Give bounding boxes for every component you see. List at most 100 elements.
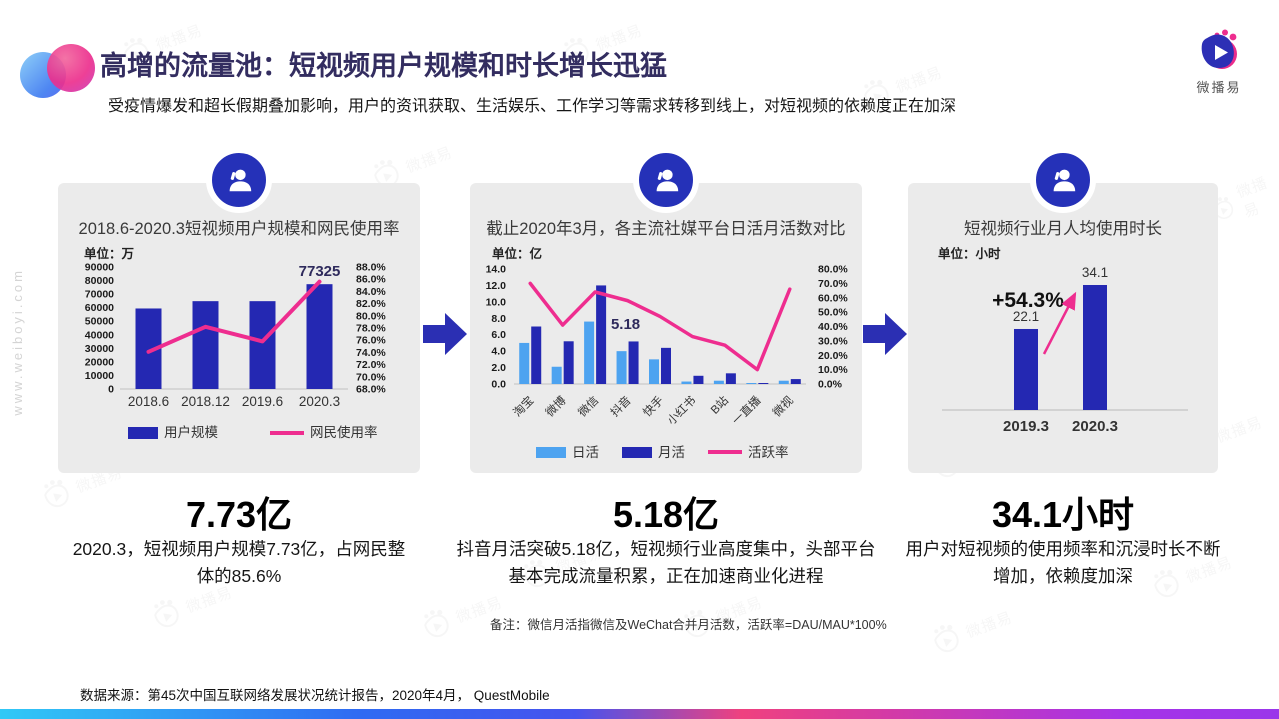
svg-text:8.0: 8.0 — [491, 313, 506, 325]
svg-text:70.0%: 70.0% — [818, 278, 848, 290]
data-source: 数据来源：第45次中国互联网络发展状况统计报告，2020年4月， QuestMo… — [80, 688, 550, 703]
svg-text:小红书: 小红书 — [665, 394, 699, 428]
svg-text:微信: 微信 — [575, 393, 601, 419]
svg-text:用户规模: 用户规模 — [164, 424, 218, 440]
svg-text:B站: B站 — [708, 393, 732, 417]
description-mau: 抖音月活突破5.18亿，短视频行业高度集中，头部平台基本完成流量积累，正在加速商… — [456, 539, 876, 587]
svg-text:5.18: 5.18 — [611, 316, 640, 333]
person-phone-icon — [1053, 169, 1076, 192]
svg-text:88.0%: 88.0% — [356, 262, 386, 274]
big-number-mau: 5.18亿 — [612, 494, 720, 535]
svg-text:微视: 微视 — [770, 393, 797, 420]
svg-text:40000: 40000 — [85, 329, 114, 341]
chart-3-unit: 单位：小时 — [938, 247, 1001, 261]
svg-text:30.0%: 30.0% — [818, 335, 848, 347]
svg-text:30000: 30000 — [85, 343, 114, 355]
panel-2-badge — [633, 147, 699, 213]
svg-text:2018.12: 2018.12 — [181, 394, 230, 409]
svg-text:2018.6: 2018.6 — [128, 394, 169, 409]
svg-text:40.0%: 40.0% — [818, 321, 848, 333]
panel-platform-compare: 截止2020年3月，各主流社媒平台日活月活数对比 单位：亿 14.0 12.0 10… — [470, 147, 862, 473]
description-users: 2020.3，短视频用户规模7.73亿，占网民整体的85.6% — [72, 539, 406, 587]
svg-text:0.0: 0.0 — [491, 379, 506, 391]
svg-text:70000: 70000 — [85, 289, 114, 301]
svg-text:2019.6: 2019.6 — [242, 394, 283, 409]
svg-text:90000: 90000 — [85, 262, 114, 274]
svg-text:抖音: 抖音 — [608, 393, 634, 419]
svg-text:2.0: 2.0 — [491, 362, 506, 374]
svg-text:一直播: 一直播 — [729, 393, 764, 428]
svg-text:12.0: 12.0 — [486, 280, 507, 292]
description-hours: 用户对短视频的使用频率和沉浸时长不断增加，依赖度加深 — [905, 539, 1221, 587]
svg-text:微博: 微博 — [543, 393, 570, 420]
svg-text:22.1: 22.1 — [1013, 309, 1039, 324]
svg-text:快手: 快手 — [640, 393, 666, 419]
svg-text:10.0%: 10.0% — [818, 364, 848, 376]
watermark-logo: 微播易 — [927, 602, 1016, 659]
svg-text:20.0%: 20.0% — [818, 350, 848, 362]
panel-usage-time: 短视频行业月人均使用时长 单位：小时 22.1 2019.3 34.1 2020.3 +… — [908, 147, 1218, 473]
svg-text:10.0: 10.0 — [486, 296, 507, 308]
svg-text:60.0%: 60.0% — [818, 292, 848, 304]
svg-text:0.0%: 0.0% — [818, 379, 843, 391]
svg-text:70.0%: 70.0% — [356, 371, 386, 383]
play-logo-icon — [1201, 29, 1237, 69]
chart-1-unit: 单位：万 — [84, 247, 135, 261]
svg-text:10000: 10000 — [85, 370, 114, 382]
chart-2-unit: 单位：亿 — [492, 247, 543, 261]
weiboyi-circles-logo-icon — [20, 44, 106, 100]
brand-logo: 微播易 — [1176, 28, 1262, 96]
svg-text:日活: 日活 — [572, 445, 599, 460]
svg-text:0: 0 — [108, 384, 114, 396]
svg-text:86.0%: 86.0% — [356, 274, 386, 286]
svg-text:76.0%: 76.0% — [356, 335, 386, 347]
svg-text:月活: 月活 — [658, 445, 685, 460]
chart-1-title: 2018.6-2020.3短视频用户规模和网民使用率 — [78, 220, 400, 238]
svg-text:68.0%: 68.0% — [356, 384, 386, 396]
chart-2-title: 截止2020年3月，各主流社媒平台日活月活数对比 — [486, 220, 846, 238]
chart-user-scale: 90000 80000 70000 60000 50000 40000 30000 20000… — [58, 259, 420, 476]
svg-text:2019.3: 2019.3 — [1003, 418, 1049, 435]
brand-name: 微播易 — [1196, 80, 1242, 95]
svg-text:淘宝: 淘宝 — [510, 393, 536, 419]
footnote: 备注：微信月活指微信及WeChat合并月活数，活跃率=DAU/MAU*100% — [490, 618, 887, 632]
chart-usage-time: 22.1 2019.3 34.1 2020.3 +54.3% — [908, 259, 1218, 464]
bottom-gradient-bar — [0, 709, 1279, 719]
svg-text:2020.3: 2020.3 — [1072, 418, 1118, 435]
svg-text:2020.3: 2020.3 — [299, 394, 340, 409]
svg-text:4.0: 4.0 — [491, 346, 506, 358]
svg-text:74.0%: 74.0% — [356, 347, 386, 359]
svg-text:78.0%: 78.0% — [356, 323, 386, 335]
svg-text:6.0: 6.0 — [491, 329, 506, 341]
panel-1-badge — [206, 147, 272, 213]
svg-text:77325: 77325 — [299, 263, 341, 280]
big-number-users: 7.73亿 — [185, 494, 293, 535]
panel-user-scale: 2018.6-2020.3短视频用户规模和网民使用率 单位：万 90000 800… — [58, 147, 420, 476]
big-number-hours: 34.1小时 — [991, 494, 1135, 535]
arrow-right-icon — [423, 313, 467, 355]
svg-text:34.1: 34.1 — [1082, 265, 1108, 280]
person-phone-icon — [656, 169, 679, 192]
svg-text:14.0: 14.0 — [486, 264, 507, 276]
svg-text:20000: 20000 — [85, 356, 114, 368]
panel-3-badge — [1030, 147, 1096, 213]
svg-text:50000: 50000 — [85, 316, 114, 328]
svg-text:80000: 80000 — [85, 275, 114, 287]
svg-text:60000: 60000 — [85, 302, 114, 314]
svg-text:网民使用率: 网民使用率 — [310, 424, 378, 440]
svg-text:活跃率: 活跃率 — [748, 444, 789, 460]
watermark-url: www.weiboyi.com — [10, 268, 25, 416]
page-subtitle: 受疫情爆发和超长假期叠加影响，用户的资讯获取、生活娱乐、工作学习等需求转移到线上… — [108, 98, 957, 115]
person-phone-icon — [229, 169, 252, 192]
svg-text:80.0%: 80.0% — [356, 310, 386, 322]
logo-pink-circle — [47, 44, 95, 92]
svg-text:72.0%: 72.0% — [356, 359, 386, 371]
chart-platform-compare: 14.0 12.0 10.0 8.0 6.0 4.0 2.0 0.0 80.0% 70.0% 60.… — [470, 259, 862, 479]
arrow-right-icon — [863, 313, 907, 355]
svg-text:50.0%: 50.0% — [818, 307, 848, 319]
svg-text:80.0%: 80.0% — [818, 264, 848, 276]
page-title: 高增的流量池：短视频用户规模和时长增长迅猛 — [100, 51, 667, 81]
svg-text:82.0%: 82.0% — [356, 298, 386, 310]
chart-3-title: 短视频行业月人均使用时长 — [964, 220, 1162, 238]
